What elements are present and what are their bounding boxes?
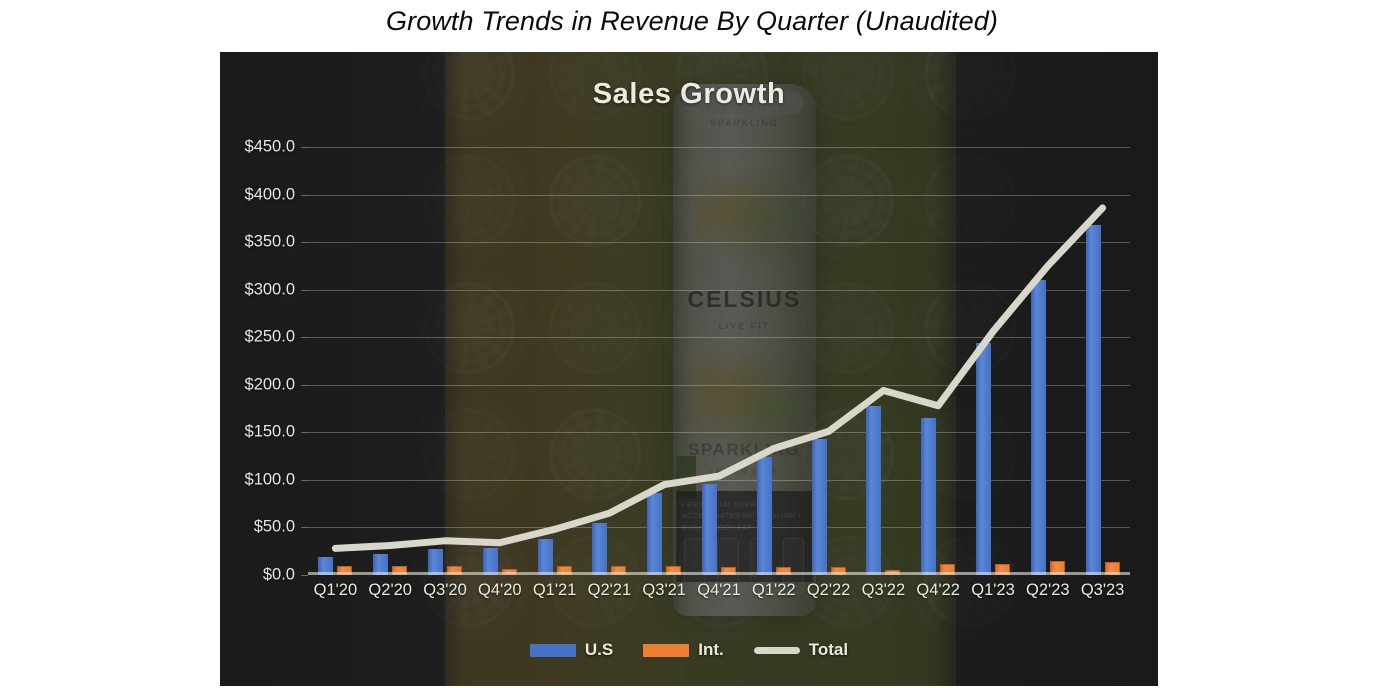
legend-label: Int.	[698, 640, 724, 659]
x-axis-tick-label: Q2'22	[806, 581, 851, 599]
bar-us[interactable]	[756, 457, 772, 575]
y-axis-tick	[301, 194, 308, 196]
legend-item-2[interactable]: Int.	[643, 640, 724, 660]
gridline	[308, 337, 1130, 339]
x-axis-labels: Q1'20 Q2'20 Q3'20 Q4'20 Q1'21 Q2'21 Q3'21 Q4'21…	[308, 581, 1130, 605]
bar-us[interactable]	[537, 538, 553, 575]
legend-swatch-icon	[753, 646, 800, 654]
x-axis-tick-label: Q1'22	[752, 581, 796, 599]
bar-us[interactable]	[373, 554, 389, 575]
background-edge-shading	[220, 52, 1158, 686]
x-axis-tick-label: Q3'23	[1080, 581, 1125, 599]
y-axis-tick	[301, 432, 308, 434]
bar-us[interactable]	[482, 548, 498, 575]
page-title: Growth Trends in Revenue By Quarter (Una…	[386, 6, 998, 36]
y-axis-tick-label: $450.0	[244, 137, 295, 156]
bar-group	[1020, 147, 1075, 575]
gridline	[308, 479, 1130, 481]
y-axis-tick-label: $250.0	[244, 327, 295, 346]
x-axis-tick-label: Q4'21	[697, 581, 741, 599]
x-axis-tick-label: Q3'21	[642, 581, 686, 599]
y-axis-tick-label: $200.0	[244, 375, 295, 394]
total-line-series	[331, 204, 1107, 552]
y-axis-tick	[301, 384, 308, 386]
x-axis-tick-label: Q3'22	[861, 581, 906, 599]
bar-us[interactable]	[592, 522, 608, 575]
bar-us[interactable]	[318, 556, 334, 575]
bar-group	[1075, 147, 1130, 575]
x-axis-tick-label: Q1'20	[313, 581, 358, 599]
legend-item-3[interactable]: Total	[753, 640, 849, 660]
y-axis-tick-label: $150.0	[244, 422, 295, 441]
y-axis-tick	[301, 527, 308, 529]
gridline	[308, 527, 1130, 529]
bar-us[interactable]	[866, 405, 882, 575]
x-axis-tick-label: Q2'21	[587, 581, 632, 599]
x-axis-tick-label: Q2'23	[1026, 581, 1070, 599]
y-axis-tick	[301, 337, 308, 339]
x-axis-tick-label: Q4'20	[478, 581, 522, 599]
chart-legend: U.S Int. Total	[220, 640, 1158, 660]
chart-image-panel: SPARKLING CELSIUS LIVE FIT SPARKLING LEM…	[220, 52, 1158, 686]
gridline	[308, 242, 1130, 244]
bar-us[interactable]	[647, 493, 663, 575]
bar-group	[911, 147, 966, 575]
x-axis-tick-label: Q2'20	[368, 581, 412, 599]
legend-swatch-icon	[643, 643, 690, 657]
bar-us[interactable]	[975, 342, 991, 575]
bar-us[interactable]	[811, 439, 827, 575]
y-axis-tick	[301, 289, 308, 291]
legend-label: U.S	[584, 640, 614, 659]
y-axis-tick-label: $300.0	[244, 280, 295, 299]
legend-label: Total	[808, 640, 849, 659]
total-line-path	[331, 204, 1107, 552]
x-axis-tick-label: Q1'21	[532, 581, 577, 599]
bar-us[interactable]	[701, 483, 717, 575]
y-axis-tick	[301, 242, 308, 244]
y-axis-tick	[301, 147, 308, 148]
plot-area: $0.0 $50.0 $100.0 $150.0 $200.0 $250.0 $300.0 $…	[245, 138, 1130, 584]
x-axis-line	[308, 572, 1130, 575]
bar-us[interactable]	[1030, 280, 1046, 575]
y-axis-tick-label: $50.0	[253, 517, 295, 536]
gridline	[308, 289, 1130, 291]
bar-us[interactable]	[921, 418, 937, 575]
gridline	[308, 384, 1130, 386]
y-axis-tick-label: $400.0	[244, 185, 295, 204]
gridline	[308, 194, 1130, 196]
x-axis-tick-label: Q1'23	[971, 581, 1015, 599]
chart-title: Sales Growth	[592, 78, 786, 110]
x-axis-tick-label: Q4'22	[916, 581, 960, 599]
y-axis-tick-label: $0.0	[262, 565, 295, 584]
gridline	[308, 432, 1130, 434]
bar-us[interactable]	[1085, 225, 1101, 575]
y-axis-tick-label: $350.0	[244, 232, 295, 251]
gridline	[308, 147, 1130, 148]
y-axis-tick	[301, 575, 308, 576]
x-axis-tick-label: Q3'20	[423, 581, 467, 599]
bar-us[interactable]	[427, 549, 443, 575]
y-axis-tick-label: $100.0	[244, 470, 295, 489]
y-axis-tick	[301, 479, 308, 481]
legend-swatch-icon	[529, 643, 576, 657]
legend-item-1[interactable]: U.S	[529, 640, 614, 660]
